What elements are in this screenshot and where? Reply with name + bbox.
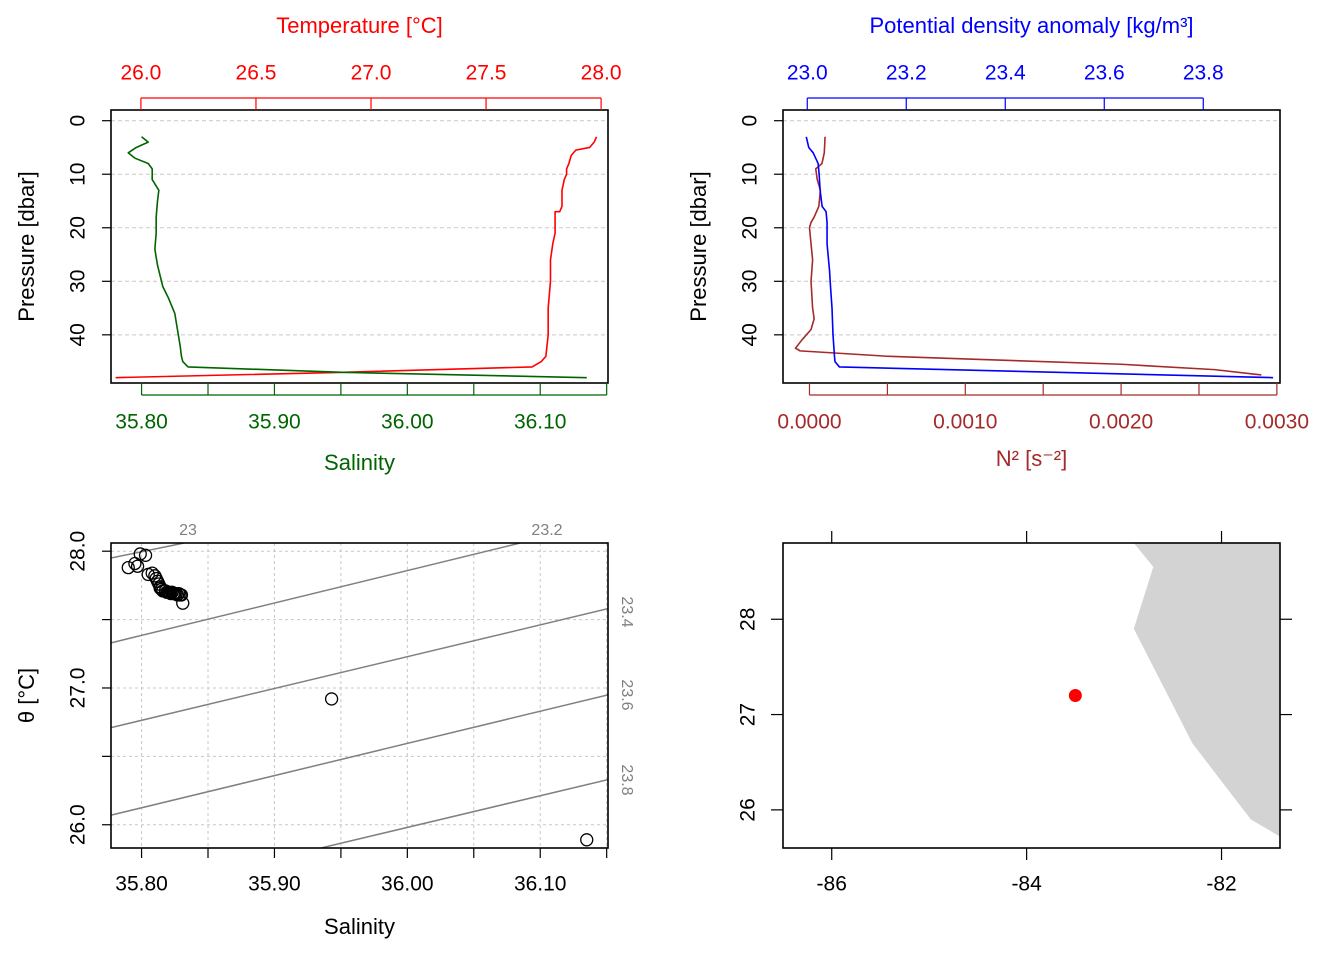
ts-data-point — [324, 692, 339, 706]
isopycnal-line — [111, 694, 608, 816]
x-bottom-tick-label: 36.00 — [381, 411, 434, 434]
isopycnal-label: 23 — [179, 522, 197, 539]
n2-line — [794, 136, 1262, 376]
y-tick-label: 40 — [67, 323, 90, 346]
x-bottom-axis-title: N² [s⁻²] — [996, 446, 1068, 471]
ts-data-point — [128, 556, 142, 571]
isopycnal-line — [111, 543, 521, 644]
ts-data-point — [176, 596, 190, 610]
isopycnal-line — [320, 778, 608, 848]
x-top-axis-title: Potential density anomaly [kg/m³] — [869, 13, 1193, 38]
density-line — [805, 136, 1274, 379]
x-bottom-tick-label: 36.10 — [514, 411, 567, 434]
y-tick-label: 40 — [739, 323, 762, 346]
x-axis-title: Salinity — [324, 914, 395, 939]
y-tick-label: 0 — [67, 115, 90, 127]
y-tick-label: 20 — [739, 216, 762, 239]
x-top-tick-label: 23.4 — [985, 62, 1026, 85]
x-top-tick-label: 26.0 — [120, 62, 161, 85]
longitude-label: -82 — [1206, 873, 1236, 896]
plot-frame — [110, 109, 609, 384]
x-tick-label: 35.90 — [248, 873, 301, 896]
latitude-label: 26 — [737, 798, 760, 821]
y-tick-label: 28.0 — [67, 531, 90, 572]
x-tick-label: 36.00 — [381, 873, 434, 896]
y-tick-label: 20 — [67, 216, 90, 239]
latitude-label: 28 — [737, 608, 760, 631]
x-top-axis-title: Temperature [°C] — [276, 13, 443, 38]
x-tick-label: 35.80 — [115, 873, 168, 896]
y-tick-label: 0 — [739, 115, 762, 127]
isopycnal-line — [111, 543, 185, 559]
isopycnal-label: 23.6 — [618, 679, 635, 710]
x-top-tick-label: 23.6 — [1084, 62, 1125, 85]
isopycnal-group — [111, 543, 608, 848]
x-bottom-tick-label: 0.0000 — [777, 411, 841, 434]
x-top-tick-label: 23.8 — [1183, 62, 1224, 85]
isopycnal-label: 23.4 — [618, 596, 635, 627]
x-bottom-tick-label: 0.0010 — [933, 411, 997, 434]
y-axis-title: Pressure [dbar] — [14, 171, 39, 321]
x-top-tick-label: 27.5 — [466, 62, 507, 85]
station-marker — [1068, 689, 1082, 702]
ts-data-point — [138, 548, 153, 562]
x-top-tick-label: 23.0 — [787, 62, 828, 85]
y-tick-label: 26.0 — [67, 804, 90, 845]
isopycnal-label: 23.2 — [531, 522, 562, 539]
ts-data-point — [130, 559, 145, 573]
y-tick-label: 30 — [67, 270, 90, 293]
map-frame — [782, 542, 1281, 849]
y-axis-title: θ [°C] — [14, 668, 39, 723]
y-tick-label: 10 — [67, 163, 90, 186]
latitude-label: 27 — [737, 703, 760, 726]
y-tick-label: 27.0 — [67, 668, 90, 709]
x-top-tick-label: 27.0 — [351, 62, 392, 85]
plot-frame — [782, 109, 1281, 384]
x-bottom-tick-label: 35.80 — [115, 411, 168, 434]
x-top-tick-label: 26.5 — [236, 62, 277, 85]
x-bottom-tick-label: 0.0030 — [1245, 411, 1309, 434]
isopycnal-label: 23.8 — [618, 764, 635, 795]
y-tick-label: 10 — [739, 163, 762, 186]
temperature-line — [115, 136, 598, 379]
longitude-label: -86 — [817, 873, 847, 896]
x-top-tick-label: 23.2 — [886, 62, 927, 85]
x-bottom-tick-label: 35.90 — [248, 411, 301, 434]
ts-data-point — [580, 833, 594, 847]
x-tick-label: 36.10 — [514, 873, 567, 896]
y-tick-label: 30 — [739, 270, 762, 293]
y-axis-title: Pressure [dbar] — [686, 171, 711, 321]
salinity-line — [127, 136, 587, 379]
ts-data-point — [174, 588, 189, 602]
x-bottom-axis-title: Salinity — [324, 450, 395, 475]
land-polygon — [1133, 543, 1280, 837]
longitude-label: -84 — [1011, 873, 1042, 896]
plot-frame — [110, 542, 609, 849]
x-top-tick-label: 28.0 — [581, 62, 622, 85]
x-bottom-tick-label: 0.0020 — [1089, 411, 1153, 434]
ts-data-point — [121, 560, 135, 575]
isopycnal-line — [111, 607, 608, 729]
